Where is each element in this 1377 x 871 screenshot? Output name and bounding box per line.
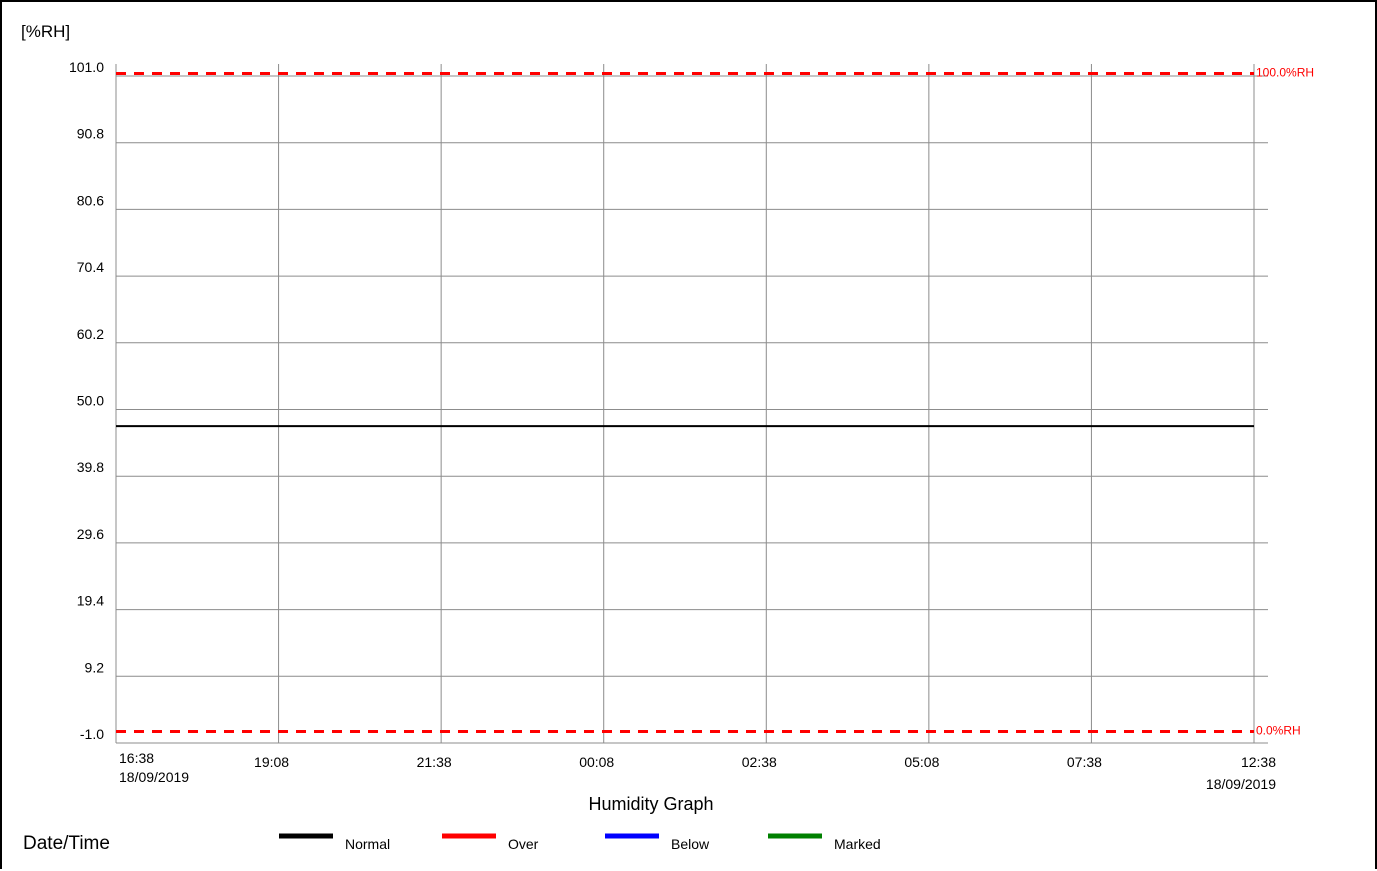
chart-title: Humidity Graph bbox=[588, 794, 713, 814]
limit-label: 0.0%RH bbox=[1256, 723, 1301, 737]
x-tick-time-label: 00:08 bbox=[579, 754, 614, 770]
x-tick-time-label: 16:38 bbox=[119, 750, 154, 766]
legend: Normal Over Below Marked bbox=[279, 833, 881, 852]
x-tick-time-label: 05:08 bbox=[904, 754, 939, 770]
y-tick-label: 101.0 bbox=[69, 59, 104, 75]
y-tick-label: 9.2 bbox=[85, 659, 105, 675]
x-tick-time-label: 19:08 bbox=[254, 754, 289, 770]
y-tick-label: 90.8 bbox=[77, 126, 104, 142]
y-axis-ticks: 101.0 90.8 80.6 70.4 60.2 50.0 39.8 29.6 19.4 9.2… bbox=[69, 59, 104, 742]
y-tick-label: 50.0 bbox=[77, 393, 104, 409]
limit-lines: 100.0%RH 0.0%RH bbox=[116, 66, 1314, 737]
x-tick-date-label: 18/09/2019 bbox=[1206, 776, 1276, 792]
y-tick-label: 19.4 bbox=[77, 593, 104, 609]
x-tick-time-label: 02:38 bbox=[742, 754, 777, 770]
y-tick-label: 70.4 bbox=[77, 259, 104, 275]
y-tick-label: 60.2 bbox=[77, 326, 104, 342]
grid bbox=[115, 64, 1268, 744]
y-tick-label: 29.6 bbox=[77, 526, 104, 542]
x-tick-time-label: 12:38 bbox=[1241, 754, 1276, 770]
legend-label-normal: Normal bbox=[345, 836, 390, 852]
x-tick-date-label: 18/09/2019 bbox=[119, 769, 189, 785]
x-tick-time-label: 21:38 bbox=[417, 754, 452, 770]
y-axis-label: [%RH] bbox=[21, 22, 70, 41]
x-tick-time-label: 07:38 bbox=[1067, 754, 1102, 770]
y-tick-label: 39.8 bbox=[77, 459, 104, 475]
y-tick-label: -1.0 bbox=[80, 726, 104, 742]
legend-label-below: Below bbox=[671, 836, 710, 852]
legend-label-marked: Marked bbox=[834, 836, 881, 852]
legend-label-over: Over bbox=[508, 836, 539, 852]
y-tick-label: 80.6 bbox=[77, 192, 104, 208]
limit-label: 100.0%RH bbox=[1256, 66, 1314, 80]
x-axis-ticks: 16:38 18/09/2019 19:08 21:38 00:08 02:38 05:08… bbox=[119, 750, 1276, 792]
x-axis-label: Date/Time bbox=[23, 833, 110, 854]
